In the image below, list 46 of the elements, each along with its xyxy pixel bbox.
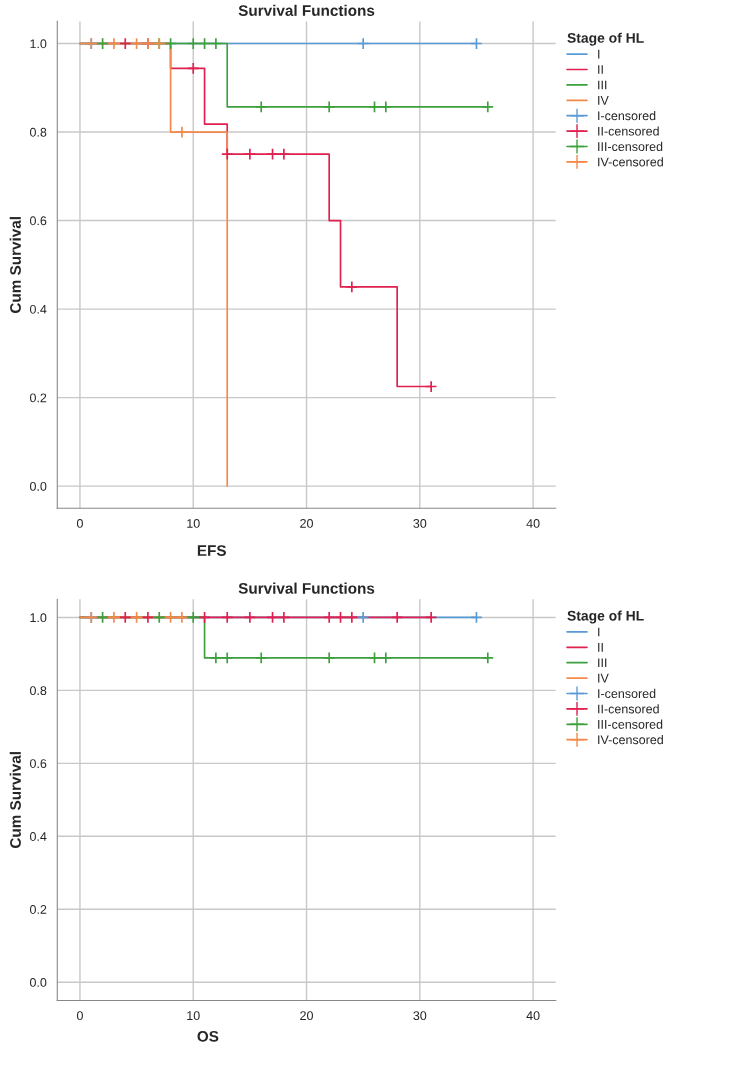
x-tick-label: 10 [187,1011,200,1021]
x-tick-label: 20 [300,519,313,528]
y-tick-label: 0.8 [29,686,47,696]
legend-title: Stage of HL [567,32,644,46]
x-tick-label: 0 [76,1011,83,1021]
legend-label: III-censored [598,141,663,151]
x-tick-label: 10 [187,519,200,528]
y-tick-label: 0.8 [29,127,47,137]
legend-label: IV-censored [598,157,663,167]
legend-label: II [598,65,603,74]
legend-label: I [598,49,600,59]
x-tick-label: 20 [300,1011,313,1021]
legend-label: III [598,80,607,90]
legend-label: IV [598,673,609,683]
y-tick-label: 0.4 [29,832,47,841]
x-tick-label: 30 [413,519,427,528]
y-tick-label: 1.0 [30,39,47,49]
legend-label: II [598,643,603,652]
y-tick-label: 0.0 [29,481,47,491]
chart-title: Survival Functions [238,4,375,16]
x-tick-label: 40 [526,1011,540,1021]
y-axis-title: Cum Survival [9,217,21,314]
legend-label: I [598,627,600,637]
x-tick-label: 30 [413,1011,427,1021]
legend-label: I-censored [598,111,656,121]
legend-label: II-censored [598,126,659,136]
legend-label: IV [598,96,609,105]
y-tick-label: 0.6 [29,759,47,768]
y-tick-label: 0.2 [29,905,47,914]
y-tick-label: 1.0 [30,613,47,623]
chart-title: Survival Functions [238,582,375,594]
y-tick-label: 0.4 [29,304,47,314]
y-tick-label: 0.2 [29,393,47,403]
x-axis-title: OS [197,1030,219,1042]
legend-label: IV-censored [598,735,663,745]
y-tick-label: 0.6 [29,216,47,226]
legend-label: I-censored [598,688,656,698]
legend-label: III-censored [598,719,663,729]
y-tick-label: 0.0 [29,978,47,987]
x-tick-label: 0 [76,519,83,528]
legend-label: III [598,658,607,668]
legend-label: II-censored [598,704,659,714]
x-axis-title: EFS [197,545,226,556]
y-axis-title: Cum Survival [9,752,21,849]
legend-title: Stage of HL [567,610,644,624]
x-tick-label: 40 [526,519,540,528]
